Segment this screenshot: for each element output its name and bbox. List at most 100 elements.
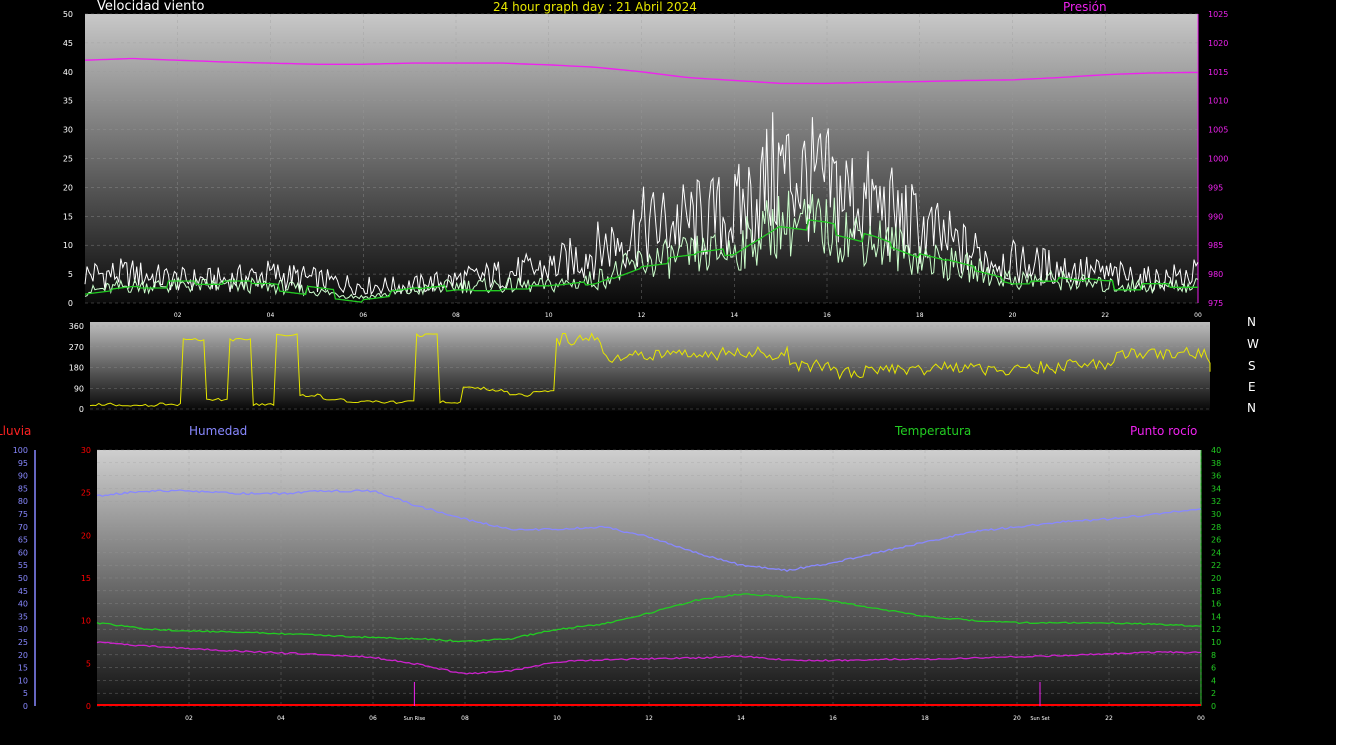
wind-time-tick-label: 14	[730, 312, 738, 319]
compass-w: W	[1247, 337, 1259, 351]
humidity-axis-tick-label: 10	[18, 676, 28, 685]
wind-axis-tick-label: 25	[63, 155, 73, 164]
temperature-axis-tick-label: 28	[1211, 523, 1221, 532]
temp-time-tick-label: 14	[737, 715, 745, 722]
temperature-axis-tick-label: 14	[1211, 612, 1221, 621]
sunrise-label: Sun Rise	[404, 716, 426, 722]
wind-time-tick-label: 06	[359, 312, 367, 319]
humidity-series	[96, 489, 1202, 572]
wind-time-tick-label: 16	[823, 312, 831, 319]
direction-axis-tick-label: 360	[69, 322, 84, 331]
wind-direction-series	[89, 332, 1211, 407]
pressure-axis-tick-label: 1015	[1208, 68, 1228, 77]
wind-axis-tick-label: 50	[63, 10, 73, 19]
humidity-axis-tick-label: 25	[18, 638, 28, 647]
temp-time-tick-label: 12	[645, 715, 653, 722]
dewpoint-title: Punto rocío	[1130, 424, 1198, 438]
pressure-series	[84, 57, 1198, 85]
sunset-label: Sun Set	[1030, 716, 1049, 722]
temp-time-tick-label: 04	[277, 715, 285, 722]
humidity-axis-tick-label: 0	[23, 702, 28, 711]
dewpoint-series	[96, 641, 1202, 675]
pressure-axis-tick-label: 1010	[1208, 97, 1228, 106]
chart-title: 24 hour graph day : 21 Abril 2024	[493, 0, 697, 14]
temperature-axis-tick-label: 34	[1211, 484, 1221, 493]
temperature-axis-tick-label: 10	[1211, 638, 1221, 647]
compass-n-top: N	[1247, 315, 1256, 329]
temperature-axis-tick-label: 4	[1211, 676, 1216, 685]
humidity-axis-tick-label: 85	[18, 484, 28, 493]
wind-time-tick-label: 12	[638, 312, 646, 319]
humidity-axis-tick-label: 65	[18, 536, 28, 545]
humidity-axis-tick-label: 90	[18, 472, 28, 481]
humidity-axis-tick-label: 80	[18, 497, 28, 506]
pressure-axis-tick-label: 985	[1208, 241, 1223, 250]
humidity-axis-tick-label: 35	[18, 612, 28, 621]
humidity-axis-tick-label: 30	[18, 625, 28, 634]
temp-time-tick-label: 08	[461, 715, 469, 722]
rain-axis-tick-label: 30	[81, 446, 91, 455]
temperature-axis-tick-label: 16	[1211, 600, 1221, 609]
compass-n-bottom: N	[1247, 401, 1256, 415]
temp-time-tick-label: 20	[1013, 715, 1021, 722]
wind-time-tick-label: 04	[267, 312, 275, 319]
wind-title: Velocidad viento	[97, 0, 205, 14]
rain-axis-tick-label: 20	[81, 531, 91, 540]
humidity-axis-tick-label: 75	[18, 510, 28, 519]
rain-axis-tick-label: 0	[86, 702, 91, 711]
rain-axis-tick-label: 5	[86, 659, 91, 668]
wind-axis-tick-label: 0	[68, 299, 73, 308]
humidity-axis-tick-label: 50	[18, 574, 28, 583]
temperature-axis-tick-label: 2	[1211, 689, 1216, 698]
compass-e: E	[1248, 380, 1256, 394]
temperature-axis-tick-label: 0	[1211, 702, 1216, 711]
humidity-axis-tick-label: 60	[18, 548, 28, 557]
temperature-title: Temperatura	[895, 424, 972, 438]
direction-axis-tick-label: 90	[74, 384, 84, 393]
pressure-title: Presión	[1063, 0, 1107, 14]
compass-s: S	[1248, 359, 1256, 373]
temp-time-tick-label: 22	[1105, 715, 1113, 722]
temp-time-tick-label: 06	[369, 715, 377, 722]
temperature-axis-tick-label: 30	[1211, 510, 1221, 519]
temperature-axis-tick-label: 8	[1211, 651, 1216, 660]
wind-trend-series	[84, 219, 1199, 303]
wind-axis-tick-label: 15	[63, 212, 73, 221]
rain-title: Lluvia	[0, 424, 32, 438]
rain-axis-tick-label: 15	[81, 574, 91, 583]
wind-gust-series	[84, 112, 1199, 296]
rain-axis-tick-label: 25	[81, 489, 91, 498]
direction-axis-tick-label: 270	[69, 343, 84, 352]
wind-axis-tick-label: 20	[63, 183, 73, 192]
temp-time-tick-label: 02	[185, 715, 193, 722]
temp-time-tick-label: 16	[829, 715, 837, 722]
humidity-axis-tick-label: 20	[18, 651, 28, 660]
humidity-axis-tick-label: 95	[18, 459, 28, 468]
temp-time-tick-label: 18	[921, 715, 929, 722]
temperature-axis-tick-label: 26	[1211, 536, 1221, 545]
temperature-axis-tick-label: 6	[1211, 664, 1216, 673]
humidity-axis-tick-label: 70	[18, 523, 28, 532]
pressure-axis-tick-label: 1000	[1208, 155, 1228, 164]
temperature-axis-tick-label: 36	[1211, 472, 1221, 481]
pressure-axis-tick-label: 980	[1208, 270, 1223, 279]
temperature-axis-tick-label: 32	[1211, 497, 1221, 506]
pressure-axis-tick-label: 975	[1208, 299, 1223, 308]
humidity-axis-tick-label: 45	[18, 587, 28, 596]
humidity-title: Humedad	[189, 424, 248, 438]
wind-time-tick-label: 08	[452, 312, 460, 319]
weather-charts: 0510152025303540455097598098599099510001…	[13, 10, 1229, 722]
temperature-axis-tick-label: 12	[1211, 625, 1221, 634]
wind-axis-tick-label: 10	[63, 241, 73, 250]
temp-time-tick-label: 00	[1197, 715, 1205, 722]
wind-time-tick-label: 02	[174, 312, 182, 319]
wind-axis-tick-label: 5	[68, 270, 73, 279]
temperature-axis-tick-label: 24	[1211, 548, 1221, 557]
wind-time-tick-label: 22	[1101, 312, 1109, 319]
wind-time-tick-label: 18	[916, 312, 924, 319]
scrollbar-track[interactable]	[1336, 0, 1366, 745]
pressure-axis-tick-label: 1025	[1208, 10, 1228, 19]
wind-axis-tick-label: 35	[63, 97, 73, 106]
pressure-axis-tick-label: 1005	[1208, 126, 1228, 135]
pressure-axis-tick-label: 990	[1208, 212, 1223, 221]
